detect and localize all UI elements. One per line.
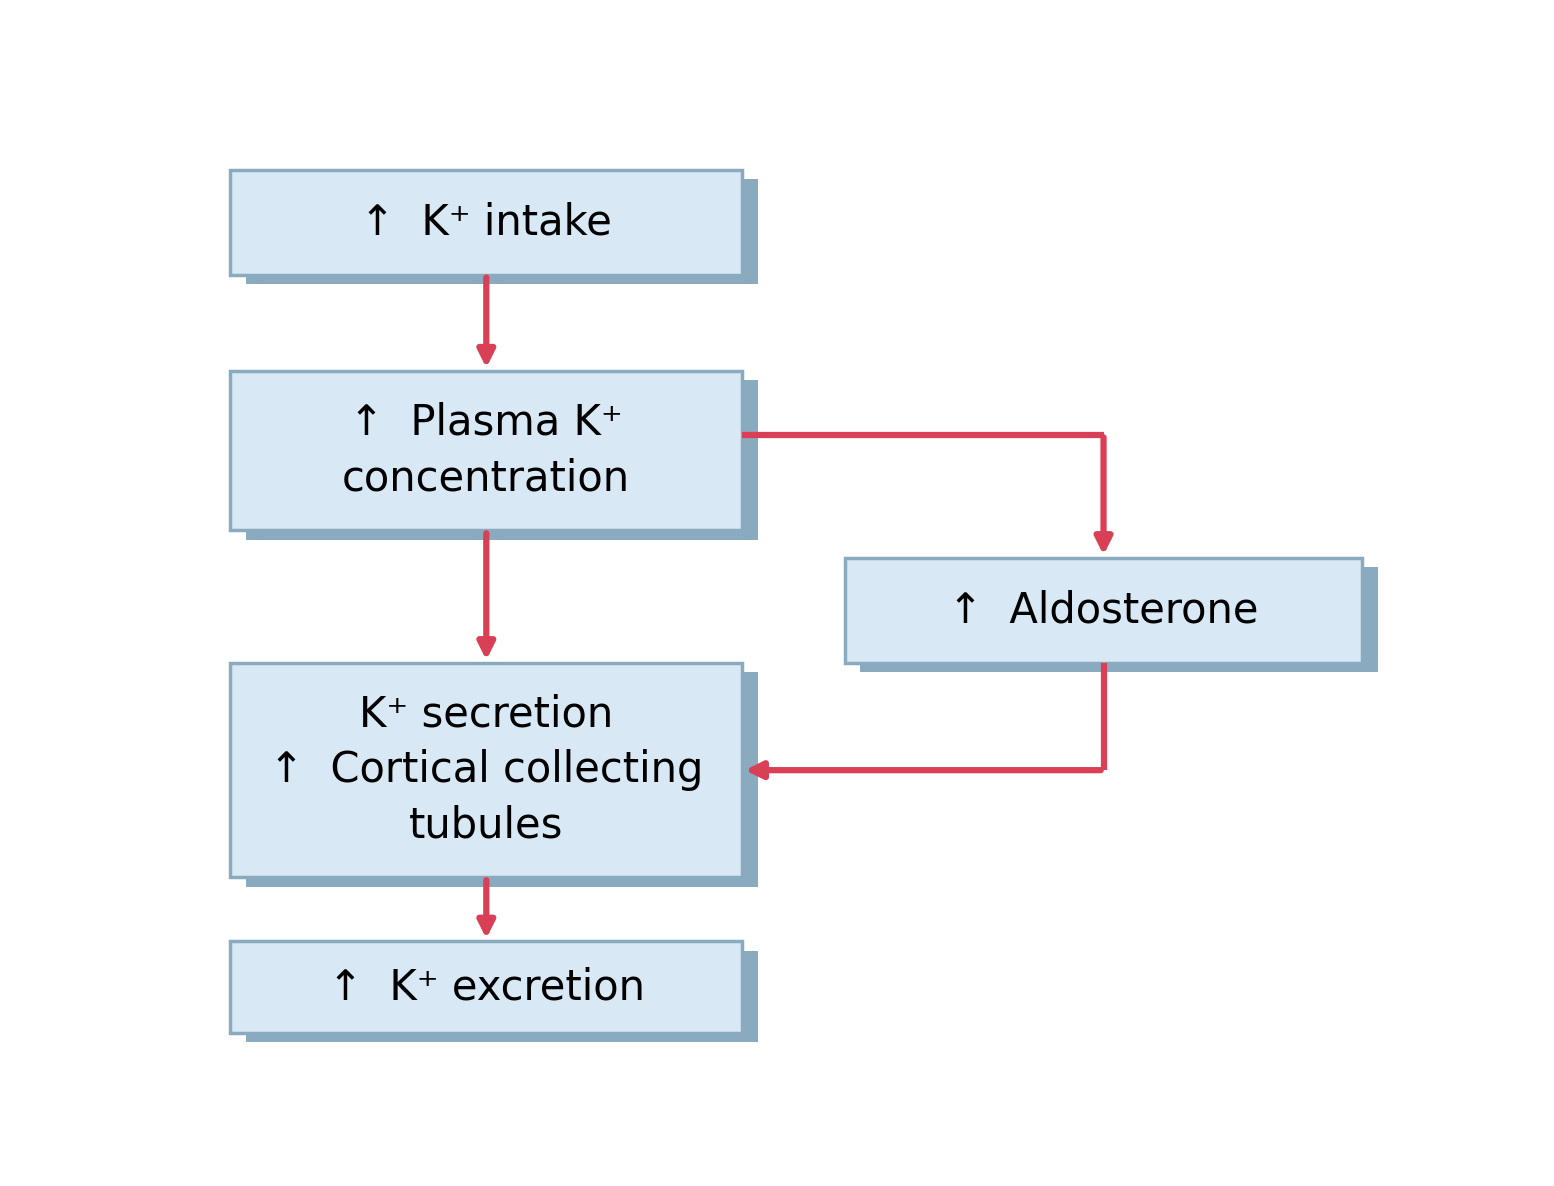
FancyBboxPatch shape: [230, 170, 743, 275]
Text: ↑  K⁺ excretion: ↑ K⁺ excretion: [328, 967, 645, 1008]
FancyBboxPatch shape: [845, 557, 1363, 663]
Text: ↑  K⁺ intake: ↑ K⁺ intake: [361, 202, 612, 243]
FancyBboxPatch shape: [230, 370, 743, 530]
Text: ↑  Plasma K⁺
concentration: ↑ Plasma K⁺ concentration: [342, 402, 631, 499]
FancyBboxPatch shape: [230, 942, 743, 1033]
FancyBboxPatch shape: [861, 567, 1378, 672]
Text: ↑  Aldosterone: ↑ Aldosterone: [948, 589, 1259, 631]
FancyBboxPatch shape: [230, 663, 743, 878]
FancyBboxPatch shape: [246, 380, 758, 540]
FancyBboxPatch shape: [246, 950, 758, 1041]
FancyBboxPatch shape: [246, 672, 758, 887]
Text: K⁺ secretion
↑  Cortical collecting
tubules: K⁺ secretion ↑ Cortical collecting tubul…: [269, 694, 704, 847]
FancyBboxPatch shape: [246, 179, 758, 283]
